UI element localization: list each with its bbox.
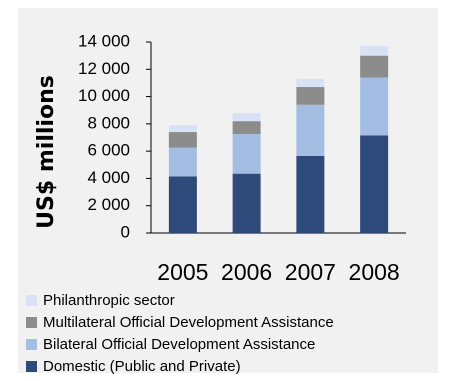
bar-segment (360, 77, 389, 136)
bar-segment (296, 87, 325, 105)
legend-item-domestic: Domestic (Public and Private) (26, 355, 334, 377)
bars (168, 46, 389, 233)
bar-segment (168, 125, 197, 133)
x-category-label: 2007 (285, 259, 336, 285)
bar-segment (232, 121, 261, 135)
x-category-label: 2005 (157, 259, 208, 285)
legend: Philanthropic sector Multilateral Offici… (26, 289, 334, 377)
legend-item-multilateral: Multilateral Official Development Assist… (26, 311, 334, 333)
bar-segment (232, 173, 261, 233)
legend-label: Bilateral Official Development Assistanc… (43, 335, 316, 353)
legend-swatch (26, 294, 37, 306)
y-axis-ticks: 0 2 000 4 000 6 000 8 000 10 000 12 000 14 000 (78, 31, 151, 241)
x-category-label: 2006 (221, 259, 272, 285)
bar-segment (360, 46, 389, 56)
legend-item-philanthropic: Philanthropic sector (26, 289, 334, 311)
bar-segment (360, 55, 389, 78)
bar-segment (168, 176, 197, 233)
y-tick-label: 14 000 (78, 31, 130, 50)
legend-item-bilateral: Bilateral Official Development Assistanc… (26, 333, 334, 355)
y-tick-label: 8 000 (87, 113, 130, 132)
bar-segment (360, 135, 389, 233)
y-tick-label: 2 000 (87, 195, 130, 214)
bar-segment (168, 147, 197, 177)
legend-swatch (26, 338, 37, 350)
y-tick-label: 6 000 (87, 141, 130, 160)
y-tick-label: 12 000 (78, 59, 130, 78)
legend-swatch (26, 316, 37, 328)
legend-label: Multilateral Official Development Assist… (43, 313, 334, 331)
bar-segment (168, 132, 197, 148)
bar-segment (232, 112, 261, 122)
x-axis-categories: 2005 2006 2007 2008 (157, 259, 399, 285)
bar-segment (232, 134, 261, 174)
legend-label: Philanthropic sector (43, 291, 175, 309)
y-tick-label: 10 000 (78, 86, 130, 105)
bar-segment (296, 78, 325, 88)
y-tick-label: 4 000 (87, 168, 130, 187)
y-axis-label: US$ millions (34, 75, 59, 229)
bar-segment (296, 104, 325, 156)
legend-label: Domestic (Public and Private) (43, 357, 241, 375)
legend-swatch (26, 360, 37, 372)
y-tick-label: 0 (121, 222, 130, 241)
bar-segment (296, 155, 325, 233)
x-category-label: 2008 (349, 259, 400, 285)
